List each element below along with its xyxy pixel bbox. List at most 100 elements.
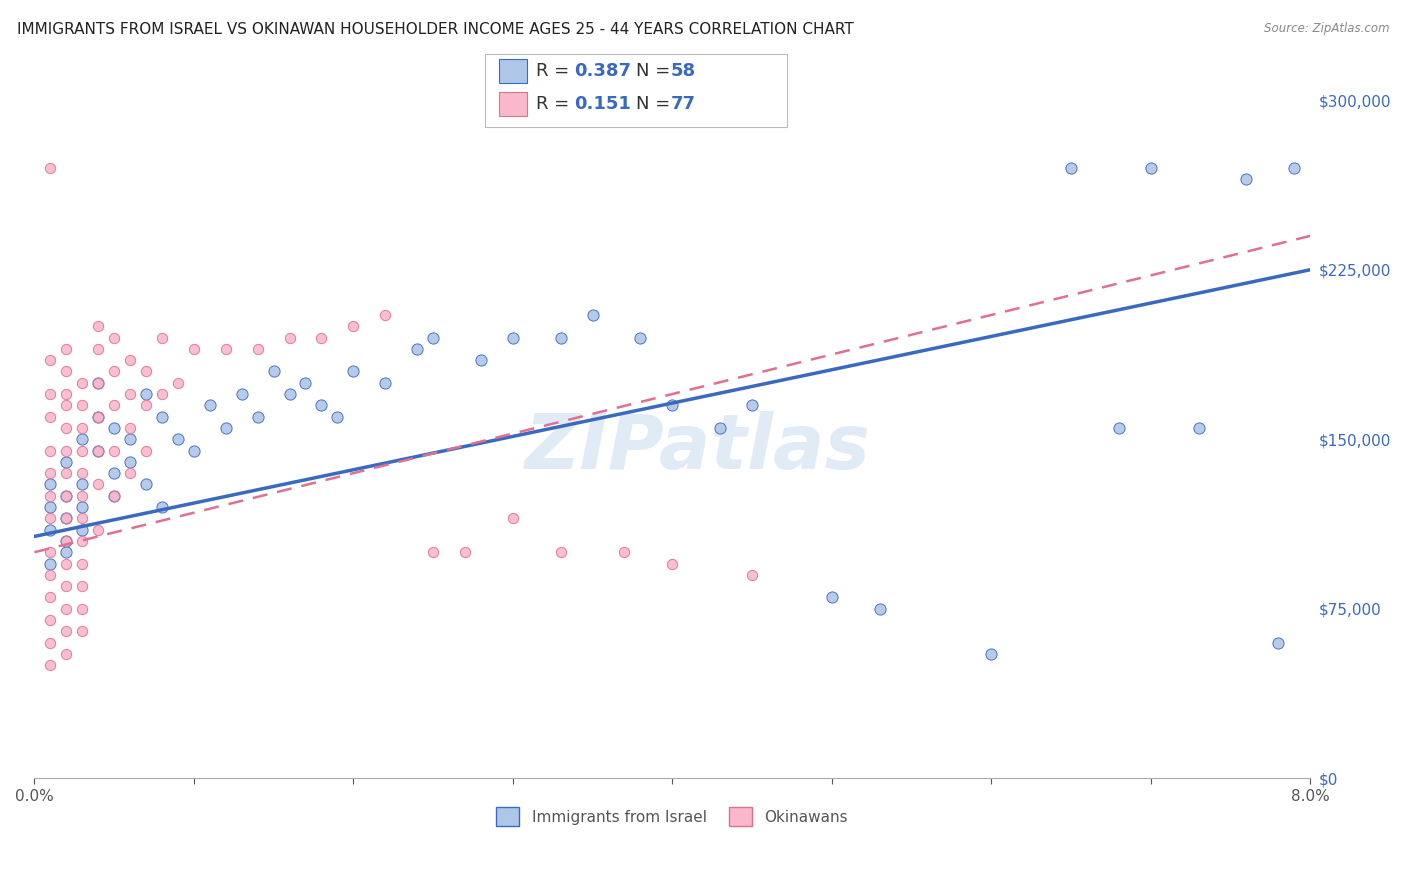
Point	[70, 477, 93, 491]
Point	[246, 342, 269, 356]
Point	[87, 376, 110, 390]
Text: 0.387: 0.387	[574, 62, 631, 79]
Point	[87, 443, 110, 458]
Point	[55, 489, 77, 503]
Point	[55, 489, 77, 503]
Point	[326, 409, 349, 424]
Point	[183, 342, 205, 356]
Point	[135, 443, 157, 458]
Point	[39, 409, 62, 424]
Point	[55, 421, 77, 435]
Point	[39, 511, 62, 525]
Point	[374, 376, 396, 390]
Point	[39, 489, 62, 503]
Point	[39, 500, 62, 514]
Point	[150, 500, 173, 514]
Point	[613, 545, 636, 559]
Point	[215, 421, 238, 435]
Point	[39, 161, 62, 175]
Point	[70, 443, 93, 458]
Point	[454, 545, 477, 559]
Point	[103, 398, 125, 412]
Point	[422, 330, 444, 344]
Point	[87, 443, 110, 458]
Point	[55, 342, 77, 356]
Point	[246, 409, 269, 424]
Point	[502, 330, 524, 344]
Point	[150, 330, 173, 344]
Point	[39, 567, 62, 582]
Point	[120, 387, 142, 401]
Point	[55, 466, 77, 480]
Point	[167, 376, 190, 390]
Point	[70, 432, 93, 446]
Point	[55, 557, 77, 571]
Text: N =: N =	[636, 62, 675, 79]
Text: 58: 58	[671, 62, 696, 79]
Point	[135, 387, 157, 401]
Point	[135, 398, 157, 412]
Point	[103, 466, 125, 480]
Point	[1282, 161, 1305, 175]
Point	[70, 376, 93, 390]
Point	[55, 624, 77, 639]
Point	[70, 533, 93, 548]
Point	[1139, 161, 1161, 175]
Point	[70, 421, 93, 435]
Point	[70, 511, 93, 525]
Point	[120, 432, 142, 446]
Point	[1267, 635, 1289, 649]
Point	[70, 624, 93, 639]
Point	[87, 319, 110, 334]
Point	[709, 421, 731, 435]
Point	[39, 466, 62, 480]
Point	[87, 376, 110, 390]
Point	[231, 387, 253, 401]
Text: ZIPatlas: ZIPatlas	[524, 410, 870, 484]
Point	[103, 364, 125, 378]
Point	[55, 364, 77, 378]
Point	[55, 579, 77, 593]
Text: R =: R =	[536, 95, 581, 112]
Point	[120, 421, 142, 435]
Point	[1060, 161, 1083, 175]
Point	[55, 533, 77, 548]
Point	[103, 330, 125, 344]
Point	[103, 489, 125, 503]
Point	[39, 545, 62, 559]
Point	[39, 557, 62, 571]
Point	[550, 545, 572, 559]
Point	[55, 511, 77, 525]
Point	[39, 523, 62, 537]
Point	[422, 545, 444, 559]
Point	[55, 601, 77, 615]
Point	[869, 601, 891, 615]
Point	[120, 455, 142, 469]
Point	[821, 591, 844, 605]
Point	[263, 364, 285, 378]
Point	[103, 421, 125, 435]
Point	[550, 330, 572, 344]
Point	[1108, 421, 1130, 435]
Point	[120, 466, 142, 480]
Point	[55, 511, 77, 525]
Text: 0.151: 0.151	[574, 95, 630, 112]
Point	[55, 398, 77, 412]
Point	[55, 533, 77, 548]
Point	[55, 443, 77, 458]
Point	[150, 387, 173, 401]
Point	[342, 364, 364, 378]
Point	[628, 330, 651, 344]
Point	[103, 443, 125, 458]
Point	[741, 398, 763, 412]
Point	[198, 398, 221, 412]
Point	[980, 647, 1002, 661]
Point	[661, 398, 683, 412]
Point	[103, 489, 125, 503]
Point	[70, 557, 93, 571]
Point	[1234, 172, 1257, 186]
Point	[39, 635, 62, 649]
Point	[70, 489, 93, 503]
Point	[661, 557, 683, 571]
Point	[70, 466, 93, 480]
